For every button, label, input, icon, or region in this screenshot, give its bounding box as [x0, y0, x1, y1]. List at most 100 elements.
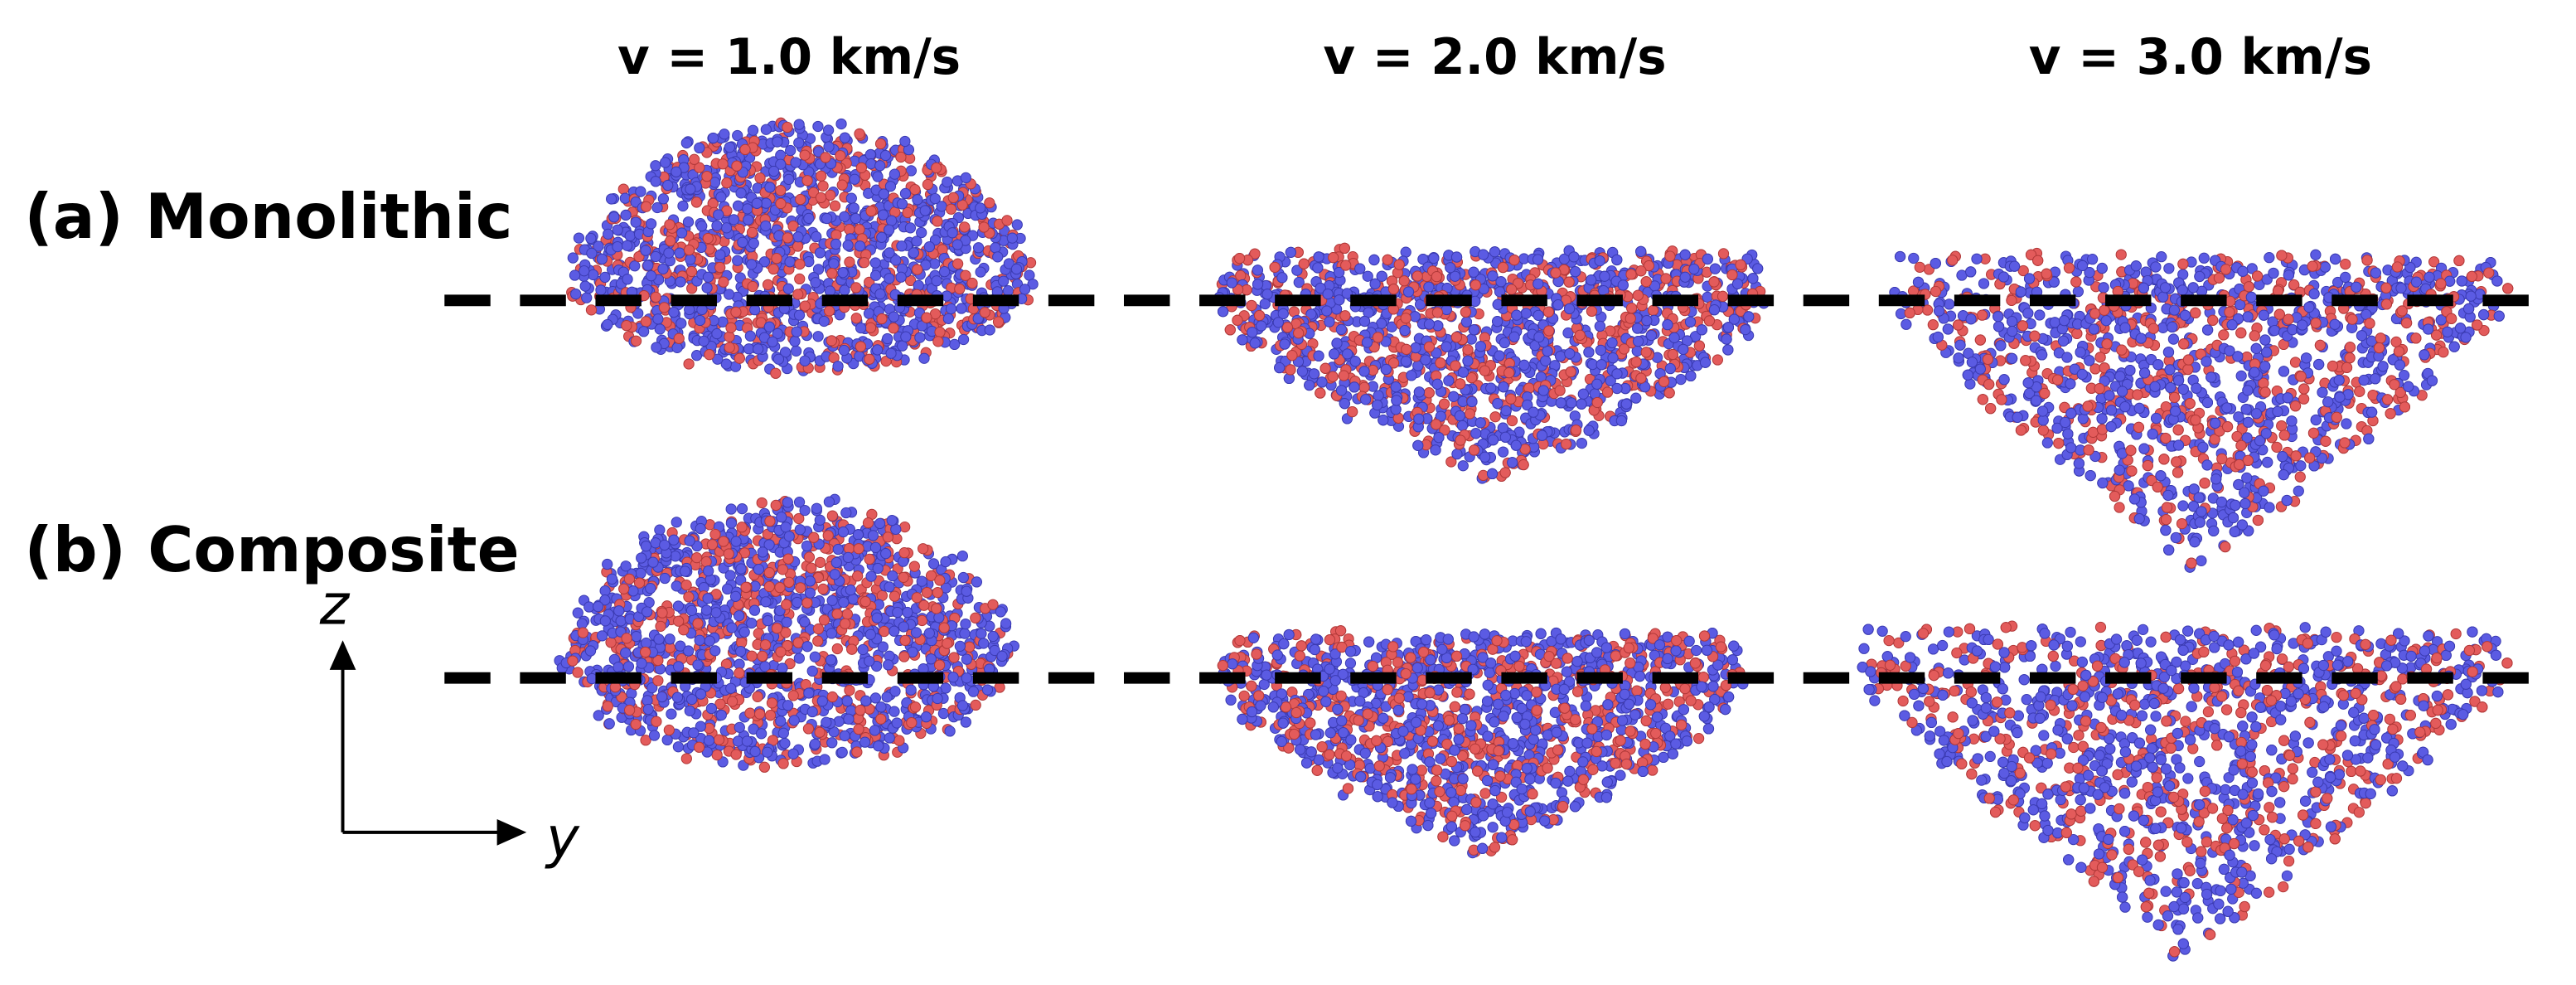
- particle: [812, 120, 824, 133]
- particle: [951, 258, 964, 269]
- particle: [1679, 271, 1691, 283]
- particle: [1474, 341, 1487, 352]
- particle: [2289, 357, 2302, 368]
- particle: [1019, 284, 1031, 295]
- particle: [947, 192, 959, 204]
- particle: [732, 200, 744, 211]
- particle: [721, 222, 733, 234]
- particle: [1285, 364, 1296, 376]
- particle: [2278, 366, 2290, 377]
- particle: [1274, 361, 1286, 374]
- particle: [1410, 342, 1421, 354]
- particle: [2063, 262, 2075, 274]
- particle: [1564, 347, 1576, 360]
- particle: [2314, 339, 2327, 352]
- particle: [612, 224, 623, 235]
- particle: [1313, 350, 1324, 361]
- particle: [707, 132, 719, 144]
- particle: [872, 171, 884, 182]
- particle: [1555, 351, 1566, 362]
- particle: [832, 361, 844, 372]
- particle: [1641, 315, 1653, 327]
- particle: [929, 258, 941, 269]
- particle: [1508, 254, 1520, 266]
- particle: [1372, 399, 1383, 411]
- particle: [749, 303, 761, 316]
- particle: [1606, 337, 1618, 349]
- particle: [1006, 232, 1018, 244]
- particle: [650, 160, 661, 172]
- particle: [1709, 263, 1721, 274]
- particle: [942, 313, 954, 324]
- particle: [711, 220, 723, 231]
- particle: [746, 226, 758, 239]
- particle: [1335, 323, 1347, 336]
- particle: [900, 331, 912, 342]
- particle: [1474, 417, 1486, 429]
- particle: [1494, 350, 1505, 361]
- particle: [918, 352, 930, 364]
- particle: [904, 222, 917, 234]
- particle: [1505, 393, 1517, 405]
- particle: [680, 137, 692, 149]
- particle: [998, 275, 1010, 287]
- particle: [865, 205, 877, 217]
- particle: [864, 322, 877, 333]
- particle: [1632, 323, 1644, 334]
- particle: [1528, 406, 1539, 418]
- particle: [1630, 356, 1642, 368]
- particle: [2241, 472, 2253, 484]
- particle: [848, 202, 859, 214]
- particle: [2477, 308, 2490, 321]
- particle: [1339, 242, 1350, 255]
- particle: [585, 304, 598, 316]
- particle: [2340, 271, 2351, 284]
- particle: [888, 323, 899, 334]
- particle: [1340, 260, 1352, 271]
- particle: [1555, 397, 1566, 409]
- particle: [913, 279, 924, 291]
- particle: [1743, 311, 1755, 323]
- particle: [2276, 250, 2288, 261]
- particle: [793, 309, 806, 321]
- particle: [2158, 454, 2170, 465]
- particle: [665, 235, 676, 247]
- particle: [2097, 477, 2109, 489]
- particle: [1454, 410, 1465, 422]
- particle: [2201, 459, 2213, 471]
- particle: [1552, 299, 1564, 311]
- particle: [979, 307, 990, 318]
- particle: [1908, 252, 1920, 264]
- particle: [748, 237, 759, 250]
- particle: [650, 250, 661, 263]
- particle: [718, 276, 729, 288]
- particle: [1431, 270, 1443, 283]
- particle: [1964, 378, 1976, 390]
- particle: [1536, 429, 1548, 441]
- particle: [1279, 338, 1290, 350]
- particle: [1378, 415, 1389, 426]
- particle: [2319, 261, 2331, 273]
- particle: [732, 129, 743, 142]
- particle: [650, 176, 661, 187]
- particle: [1460, 316, 1473, 328]
- particle: [842, 240, 854, 251]
- particle: [1537, 385, 1549, 396]
- particle: [704, 349, 715, 361]
- particle: [744, 330, 756, 342]
- particle: [972, 242, 985, 254]
- particle: [1696, 324, 1707, 336]
- particle: [826, 335, 837, 347]
- particle: [2298, 393, 2310, 405]
- particle: [812, 264, 825, 275]
- particle: [1431, 307, 1444, 318]
- particle: [899, 135, 911, 148]
- particle: [630, 335, 642, 347]
- particle: [1312, 262, 1324, 274]
- particle: [793, 137, 805, 148]
- particle: [1457, 366, 1470, 378]
- particle: [911, 235, 922, 247]
- particle: [845, 192, 857, 204]
- particle: [622, 274, 633, 285]
